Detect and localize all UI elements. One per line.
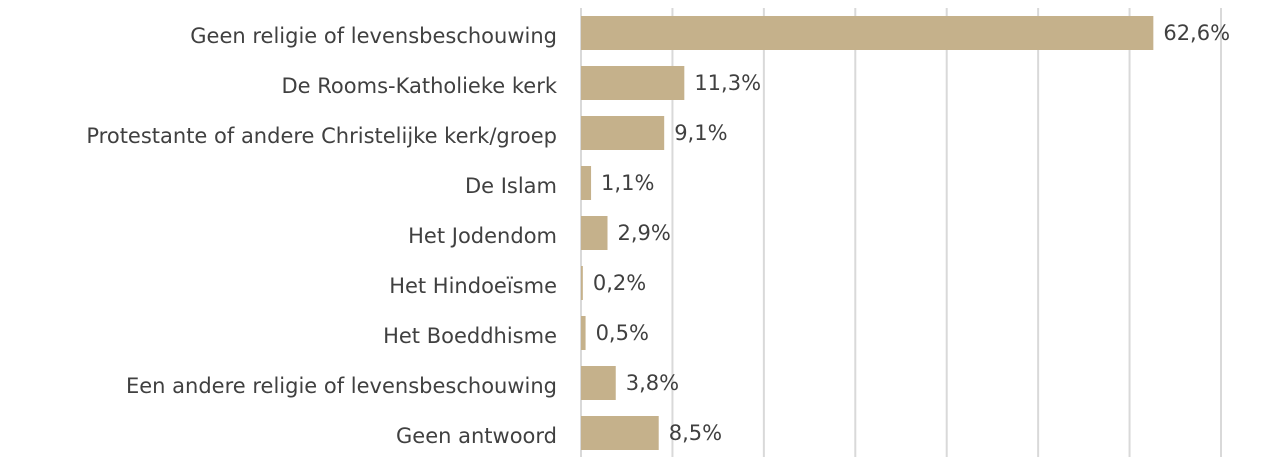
y-tick-label: Protestante of andere Christelijke kerk/…	[86, 124, 557, 148]
bar	[581, 116, 665, 150]
value-label: 62,6%	[1163, 21, 1230, 45]
value-label: 9,1%	[674, 121, 727, 145]
bar	[581, 66, 685, 100]
y-tick-label: Het Boeddhisme	[383, 324, 557, 348]
bar	[581, 316, 586, 350]
y-tick-label: Geen religie of levensbeschouwing	[190, 24, 557, 48]
y-tick-label: De Islam	[465, 174, 557, 198]
bar	[581, 216, 608, 250]
y-tick-label: Het Hindoeïsme	[389, 274, 557, 298]
value-label: 11,3%	[694, 71, 761, 95]
bar	[581, 366, 616, 400]
value-label: 1,1%	[601, 171, 654, 195]
y-tick-label: Het Jodendom	[408, 224, 557, 248]
value-label: 2,9%	[618, 221, 671, 245]
bar	[581, 266, 583, 300]
bar	[581, 166, 592, 200]
y-tick-label: Een andere religie of levensbeschouwing	[126, 374, 557, 398]
y-tick-label: De Rooms-Katholieke kerk	[282, 74, 558, 98]
value-label: 3,8%	[626, 371, 679, 395]
value-label: 8,5%	[669, 421, 722, 445]
y-tick-label: Geen antwoord	[396, 424, 557, 448]
bar	[581, 416, 659, 450]
bar	[581, 16, 1154, 50]
value-label: 0,2%	[593, 271, 646, 295]
value-label: 0,5%	[596, 321, 649, 345]
